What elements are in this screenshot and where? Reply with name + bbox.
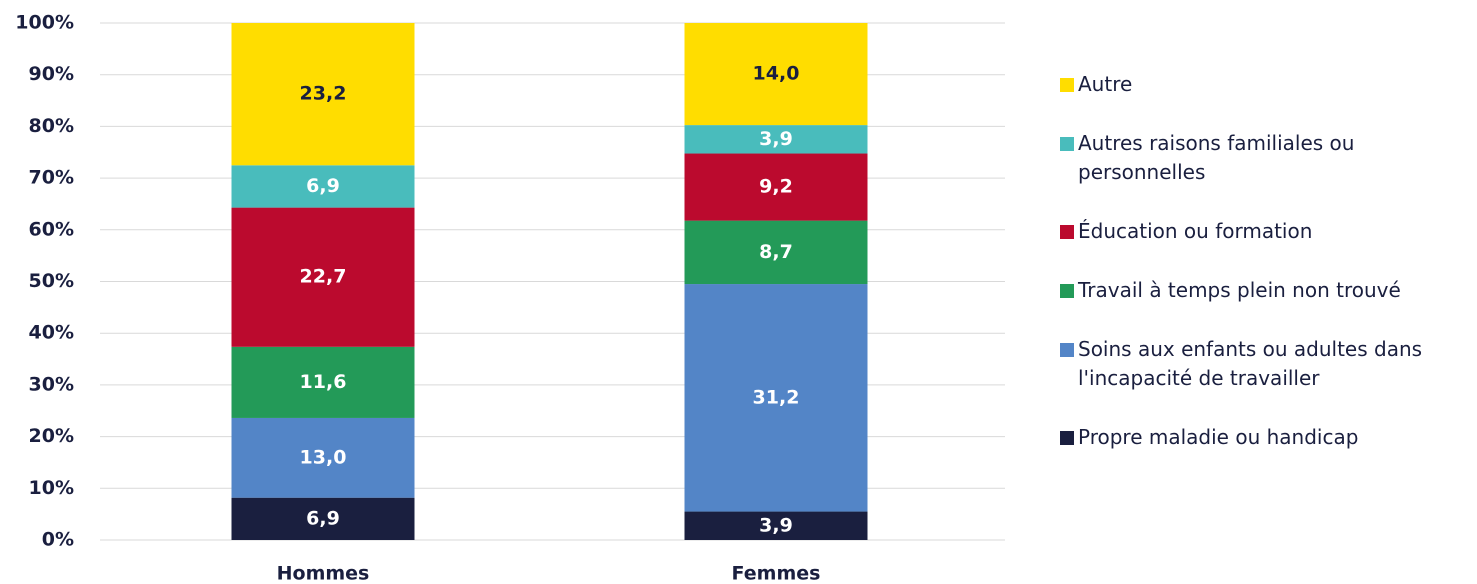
y-tick-label: 100% [15, 12, 74, 34]
legend-label: Autre [1078, 72, 1133, 96]
bar-segment [231, 23, 415, 166]
legend-label: Propre maladie ou handicap [1078, 425, 1359, 449]
data-label: 13,0 [300, 446, 347, 468]
legend-label: Autres raisons familiales ou personnelle… [1078, 131, 1355, 184]
bar-segment [684, 125, 868, 154]
bar-segment [231, 346, 415, 418]
legend-label: Éducation ou formation [1078, 219, 1313, 243]
legend-swatch [1060, 225, 1074, 239]
data-label: 23,2 [300, 83, 347, 105]
bar-segment [231, 497, 415, 540]
legend-item: Travail à temps plein non trouvé [1060, 276, 1475, 305]
bar-segment [684, 284, 868, 512]
data-label: 8,7 [759, 241, 793, 263]
x-tick-label: Femmes [732, 563, 821, 584]
data-label: 3,9 [759, 514, 793, 536]
data-label: 3,9 [759, 128, 793, 150]
legend-label: Soins aux enfants ou adultes dans l'inca… [1078, 337, 1423, 390]
bar-segment [684, 511, 868, 540]
y-tick-label: 60% [29, 218, 74, 240]
plot: 0% 10% 20% 30% 40% 50% 60% 70% 80% 90% 100% 6,9 13,0… [15, 12, 1005, 584]
y-tick-label: 0% [42, 529, 74, 551]
bar-segment [231, 417, 415, 498]
legend-item: Autre [1060, 70, 1475, 99]
data-label: 31,2 [753, 386, 800, 408]
legend-swatch [1060, 78, 1074, 92]
data-label: 22,7 [300, 266, 347, 288]
legend-item: Soins aux enfants ou adultes dans l'inca… [1060, 335, 1475, 393]
data-label: 9,2 [759, 176, 793, 198]
legend-item: Autres raisons familiales ou personnelle… [1060, 129, 1475, 187]
x-tick-label: Hommes [277, 563, 370, 584]
y-tick-label: 30% [29, 373, 74, 395]
bar-segment [684, 153, 868, 221]
data-label: 6,9 [306, 175, 340, 197]
legend-swatch [1060, 284, 1074, 298]
legend-swatch [1060, 137, 1074, 151]
bar-segment [684, 220, 868, 285]
legend-swatch [1060, 431, 1074, 445]
data-label: 11,6 [300, 371, 347, 393]
y-tick-label: 80% [29, 115, 74, 137]
bar-segment [231, 207, 415, 347]
data-label: 14,0 [753, 63, 800, 85]
y-tick-label: 10% [29, 477, 74, 499]
bar-segment [231, 165, 415, 208]
y-tick-label: 40% [29, 322, 74, 344]
y-tick-label: 50% [29, 270, 74, 292]
legend: Autre Autres raisons familiales ou person… [1060, 70, 1475, 452]
legend-label: Travail à temps plein non trouvé [1078, 278, 1401, 302]
legend-item: Éducation ou formation [1060, 217, 1475, 246]
bar-segment [684, 23, 868, 126]
y-tick-label: 70% [29, 167, 74, 189]
y-tick-label: 20% [29, 425, 74, 447]
legend-item: Propre maladie ou handicap [1060, 423, 1475, 452]
y-tick-label: 90% [29, 63, 74, 85]
legend-swatch [1060, 343, 1074, 357]
data-label: 6,9 [306, 507, 340, 529]
